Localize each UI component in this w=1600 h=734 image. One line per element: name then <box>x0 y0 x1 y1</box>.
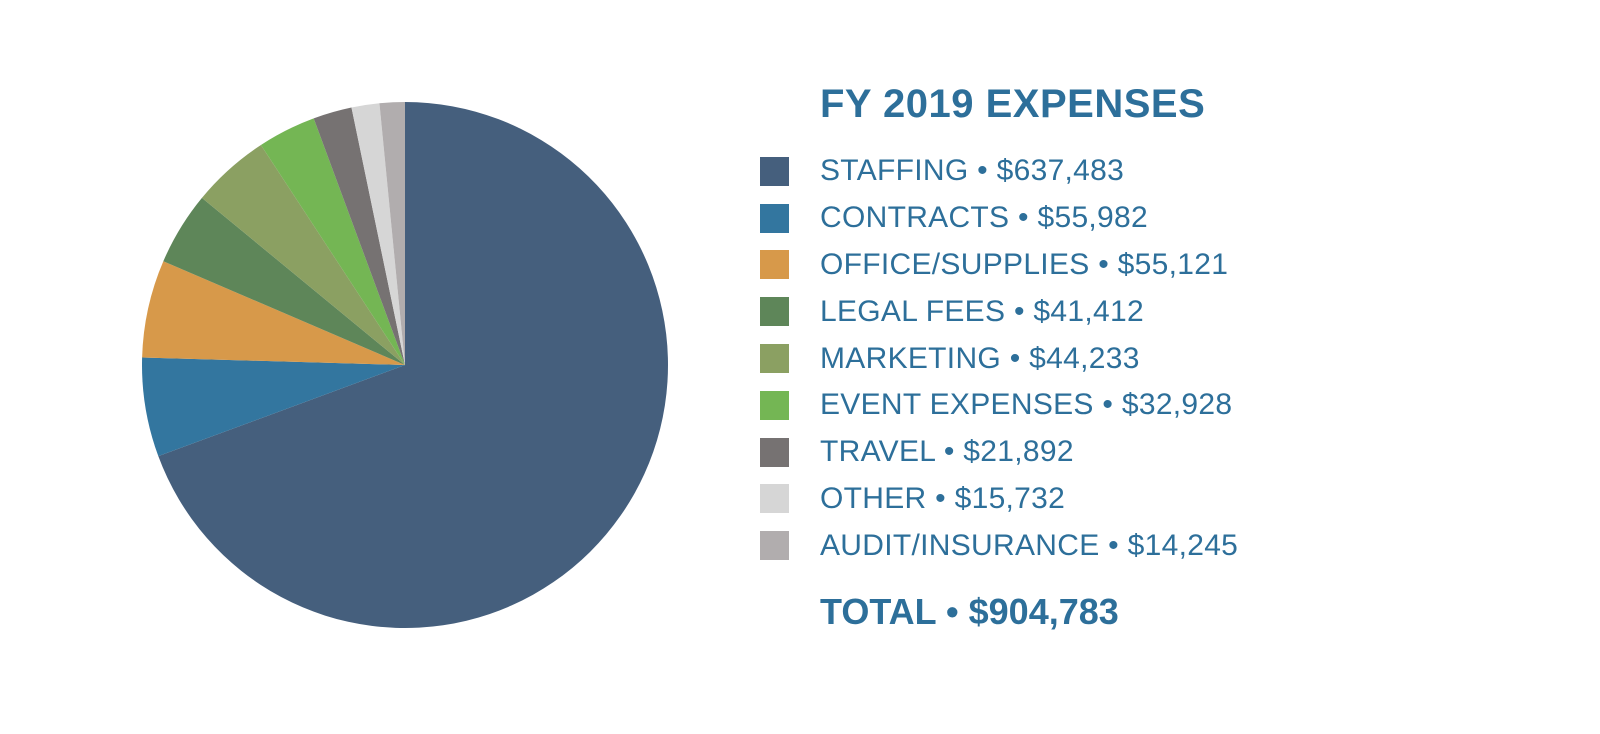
legend-swatch <box>760 203 789 233</box>
legend-value: $32,928 <box>1121 388 1233 422</box>
legend-category: TRAVEL <box>820 435 936 469</box>
legend-swatch <box>760 390 789 420</box>
legend-value: $41,412 <box>1033 294 1144 328</box>
pie-slice <box>201 144 405 365</box>
pie-svg <box>141 102 668 629</box>
legend-category: EVENT EXPENSES <box>820 388 1094 422</box>
total-label: TOTAL • $904,783 <box>820 591 1560 633</box>
legend-label: CONTRACTS • $55,982 <box>820 201 1148 235</box>
total-text: TOTAL <box>820 591 936 633</box>
legend-item: CONTRACTS • $55,982 <box>760 195 1560 242</box>
legend-category: MARKETING <box>820 341 1002 375</box>
legend-category: OFFICE/SUPPLIES <box>820 247 1090 281</box>
legend-value: $55,982 <box>1037 201 1149 235</box>
legend-swatch <box>760 344 789 374</box>
legend-swatch <box>760 437 789 467</box>
legend-label: TRAVEL • $21,892 <box>820 435 1074 469</box>
pie-slice <box>379 102 405 365</box>
legend-item: EVENT EXPENSES • $32,928 <box>760 382 1560 429</box>
legend-swatch <box>760 531 789 561</box>
total-value: $904,783 <box>968 591 1119 633</box>
legend-value: $44,233 <box>1029 341 1140 375</box>
legend-separator: • <box>1102 388 1114 422</box>
legend-label: EVENT EXPENSES • $32,928 <box>820 388 1232 422</box>
pie-slice <box>260 118 405 365</box>
legend-item: OFFICE/SUPPLIES • $55,121 <box>760 242 1560 289</box>
legend-item: AUDIT/INSURANCE • $14,245 <box>760 522 1560 569</box>
chart-title: FY 2019 EXPENSES <box>820 82 1206 126</box>
legend-value: $637,483 <box>996 154 1125 188</box>
legend-category: AUDIT/INSURANCE <box>820 528 1100 562</box>
legend-separator: • <box>935 481 946 515</box>
legend-swatch <box>760 156 789 186</box>
legend-panel: FY 2019 EXPENSES STAFFING • $637,483 CONT… <box>760 78 1560 633</box>
pie-slice <box>141 357 405 457</box>
legend-category: OTHER <box>820 481 927 515</box>
legend-value: $15,732 <box>954 481 1066 515</box>
legend-separator: • <box>1098 247 1110 281</box>
legend-category: LEGAL FEES <box>820 294 1006 328</box>
legend-label: MARKETING • $44,233 <box>820 342 1140 376</box>
legend-separator: • <box>943 435 955 469</box>
legend-separator: • <box>1009 341 1021 375</box>
legend-value: $55,121 <box>1117 247 1229 281</box>
pie-slice <box>142 261 405 365</box>
legend-item: MARKETING • $44,233 <box>760 335 1560 382</box>
legend-label: OFFICE/SUPPLIES • $55,121 <box>820 248 1228 282</box>
legend-value: $21,892 <box>963 435 1074 469</box>
legend-category: CONTRACTS <box>820 201 1010 235</box>
total-separator: • <box>946 591 959 633</box>
legend-item: LEGAL FEES • $41,412 <box>760 288 1560 335</box>
pie-chart <box>140 100 670 630</box>
pie-slice <box>163 197 405 365</box>
legend-category: STAFFING <box>820 154 969 188</box>
legend-label: STAFFING • $637,483 <box>820 154 1124 188</box>
legend-item: TRAVEL • $21,892 <box>760 429 1560 476</box>
pie-slice <box>351 103 405 365</box>
legend-separator: • <box>1108 528 1119 562</box>
legend-separator: • <box>1013 294 1025 328</box>
legend-separator: • <box>1018 201 1029 235</box>
legend-label: OTHER • $15,732 <box>820 482 1065 516</box>
legend-swatch <box>760 484 789 514</box>
legend-item: STAFFING • $637,483 <box>760 148 1560 195</box>
legend-item: OTHER • $15,732 <box>760 476 1560 523</box>
pie-slice <box>313 107 405 365</box>
legend-value: $14,245 <box>1127 528 1239 562</box>
pie-slice <box>158 102 668 629</box>
legend-swatch <box>760 297 789 327</box>
legend-label: LEGAL FEES • $41,412 <box>820 295 1144 329</box>
legend: STAFFING • $637,483 CONTRACTS • $55,982 OF… <box>760 148 1560 569</box>
legend-separator: • <box>977 154 988 188</box>
legend-label: AUDIT/INSURANCE • $14,245 <box>820 529 1238 563</box>
legend-swatch <box>760 250 789 280</box>
